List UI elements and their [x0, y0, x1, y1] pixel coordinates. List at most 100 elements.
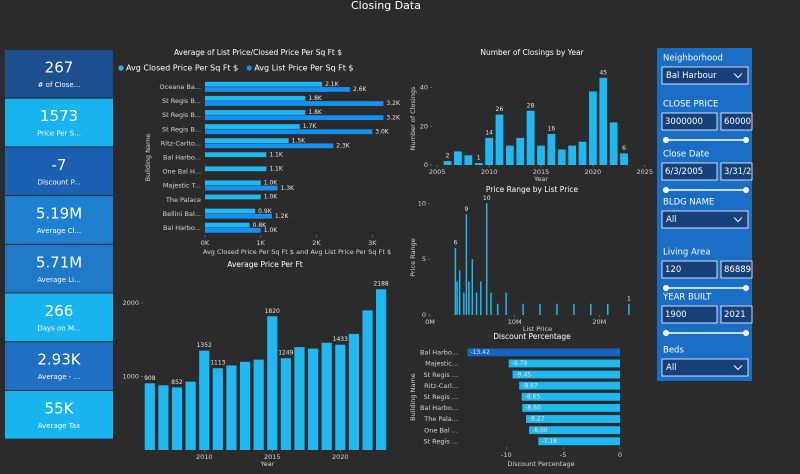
slicer-title: YEAR BUILT: [662, 293, 712, 303]
bar: [505, 145, 514, 165]
x-tick-label: 20M: [592, 318, 606, 326]
x-tick-label: 2005: [429, 168, 446, 176]
category-label: St Regis ...: [423, 371, 458, 379]
bar: [556, 303, 558, 315]
category-label: One Bal H...: [162, 168, 201, 176]
data-label: 2.1K: [325, 81, 340, 88]
range-input[interactable]: [661, 260, 718, 279]
range-input[interactable]: [720, 305, 753, 324]
bar: [537, 145, 545, 165]
range-input[interactable]: [720, 112, 753, 131]
kpi-value: 266: [45, 302, 74, 320]
range-handle[interactable]: [663, 137, 669, 143]
bar: [468, 281, 470, 315]
range-handle[interactable]: [743, 137, 749, 143]
legend-marker: [118, 65, 124, 71]
kpi-label: Discount P...: [38, 178, 81, 186]
bar: [508, 359, 620, 368]
bar: [485, 137, 493, 165]
range-handle[interactable]: [743, 285, 749, 291]
data-label: 28: [527, 102, 535, 109]
kpi-card: [5, 342, 113, 390]
chart-title: Average Price Per Ft: [227, 260, 303, 269]
range-input[interactable]: [661, 305, 718, 324]
x-tick-label: 2010: [481, 168, 498, 176]
dropdown[interactable]: [661, 210, 749, 229]
x-axis-label: Year: [260, 460, 275, 468]
data-label: 2188: [373, 281, 388, 288]
data-label: 908: [144, 375, 156, 382]
dropdown[interactable]: [661, 358, 749, 377]
dropdown-value: All: [666, 363, 677, 373]
range-handle[interactable]: [743, 187, 749, 193]
kpi-label: Average Cl...: [37, 227, 81, 235]
range-value: 1900: [665, 310, 687, 320]
category-label: The Pala...: [423, 415, 458, 423]
range-handle[interactable]: [663, 330, 669, 336]
bar: [505, 292, 507, 315]
data-label: 3.2K: [386, 100, 401, 107]
kpi-label: Average Tax: [38, 422, 81, 430]
chart-title: Average of List Price/Closed Price Per S…: [174, 48, 342, 57]
category-label: St Regis B...: [162, 111, 201, 119]
data-label: 16: [548, 126, 556, 133]
range-handle[interactable]: [663, 187, 669, 193]
range-input[interactable]: [661, 162, 718, 181]
bar: [185, 381, 196, 450]
data-label: 1352: [197, 342, 212, 349]
data-label: -8.87: [522, 382, 538, 389]
kpi-card: [5, 390, 113, 439]
data-label: -8.60: [525, 405, 541, 412]
range-handle[interactable]: [743, 330, 749, 336]
kpi-card: [5, 98, 113, 147]
x-tick-label: 0K: [201, 239, 210, 247]
bar: [212, 368, 223, 450]
x-axis-label: Year: [533, 175, 548, 183]
range-input[interactable]: [720, 162, 753, 181]
range-input[interactable]: [661, 112, 718, 131]
category-label: The Palace: [165, 196, 201, 204]
bar: [463, 292, 465, 315]
x-tick-label: 3K: [368, 239, 377, 247]
range-value: 86889: [724, 265, 751, 275]
bar: [205, 129, 373, 135]
bar: [590, 303, 592, 315]
chart-title: Price Range by List Price: [486, 185, 579, 194]
bar: [205, 208, 256, 214]
category-label: Majestic...: [425, 360, 458, 368]
bar: [144, 383, 155, 450]
dropdown[interactable]: [661, 66, 749, 85]
range-value: 60000: [724, 117, 751, 127]
dropdown-chevron: [733, 365, 743, 371]
x-tick-label: 2K: [312, 239, 321, 247]
y-tick-label: 2000: [122, 299, 139, 307]
slicer-title: Beds: [663, 346, 684, 356]
data-label: 6: [622, 145, 626, 152]
bar: [465, 214, 468, 315]
bar: [628, 303, 630, 315]
bar: [456, 281, 458, 315]
data-label: 1.2K: [275, 213, 290, 220]
x-tick-label: 0M: [425, 318, 435, 326]
range-input[interactable]: [720, 260, 753, 279]
kpi-value: 5.71M: [36, 253, 82, 271]
category-label: St Regis ...: [423, 437, 458, 445]
data-label: -9.79: [512, 360, 528, 367]
bar: [522, 404, 620, 412]
x-tick-label: 2025: [637, 168, 654, 176]
bar: [239, 361, 251, 450]
range-handle[interactable]: [663, 285, 669, 291]
bar: [568, 145, 577, 165]
data-label: -8.27: [529, 416, 545, 423]
range-value: 3000000: [665, 117, 703, 127]
bar: [458, 270, 461, 315]
bar: [471, 259, 474, 315]
bar: [475, 292, 478, 315]
data-label: 2: [446, 153, 450, 160]
category-label: Bal Harbo...: [420, 404, 458, 412]
data-label: 1: [627, 295, 631, 302]
data-label: -7.18: [541, 438, 557, 445]
bar: [307, 348, 319, 450]
bar: [490, 292, 492, 315]
data-label: 3.0K: [375, 128, 390, 135]
